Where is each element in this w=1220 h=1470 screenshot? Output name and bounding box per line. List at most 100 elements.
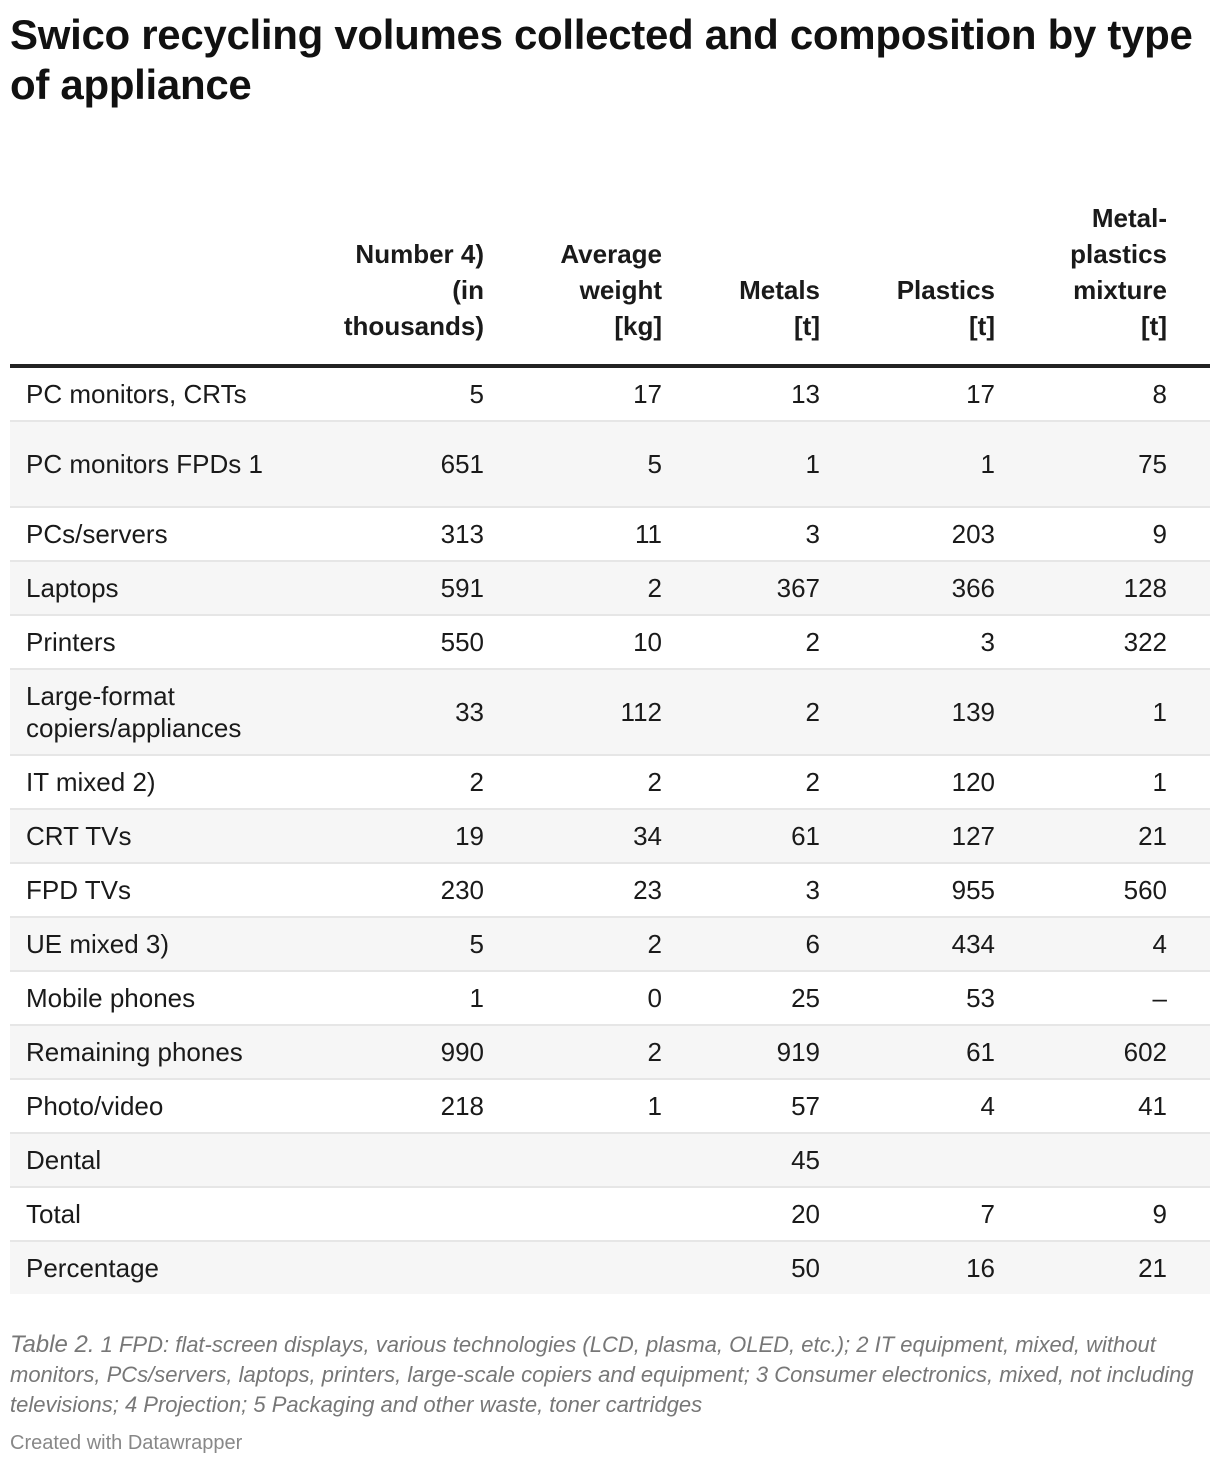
table-notes: Table 2. 1 FPD: flat-screen displays, va… [10,1330,1200,1420]
table-cell: 1 [662,421,820,508]
row-spacer [1167,755,1210,810]
credit-line: Created with Datawrapper [10,1432,243,1454]
chart-title: Swico recycling volumes collected and co… [10,11,1193,108]
table-cell: 550 [280,615,484,670]
table-row: IT mixed 2) 2 2 2 120 1 [10,755,1210,810]
row-label: Laptops [10,561,280,616]
table-cell [995,1133,1167,1188]
table-row: Percentage 50 16 21 [10,1241,1210,1294]
table-cell [280,1133,484,1188]
table-cell: 4 [995,917,1167,972]
table-cell: 322 [995,615,1167,670]
table-cell: 1 [484,1079,662,1134]
row-label: PC monitors, CRTs [10,366,280,422]
table-cell [280,1241,484,1294]
table-row: CRT TVs 19 34 61 127 21 [10,809,1210,864]
table-cell: 23 [484,863,662,918]
row-label: Remaining phones [10,1025,280,1080]
row-spacer [1167,507,1210,562]
row-spacer [1167,1025,1210,1080]
table-cell: 128 [995,561,1167,616]
table-cell: 990 [280,1025,484,1080]
row-spacer [1167,1187,1210,1242]
table-cell: 61 [662,809,820,864]
table-cell: 10 [484,615,662,670]
column-header-number: Number 4) (in thousands) [280,200,484,368]
table-cell: 17 [484,366,662,422]
table-row: UE mixed 3) 5 2 6 434 4 [10,917,1210,972]
table-cell [484,1187,662,1242]
table-cell: 11 [484,507,662,562]
column-header-label [10,200,280,368]
table-row: Printers 550 10 2 3 322 [10,615,1210,670]
table-cell: 1 [820,421,995,508]
row-spacer [1167,561,1210,616]
table-cell: 9 [995,507,1167,562]
row-label: Total [10,1187,280,1242]
table-cell: 5 [484,421,662,508]
row-label: FPD TVs [10,863,280,918]
row-label: UE mixed 3) [10,917,280,972]
header-row: Number 4) (in thousands) Average weight [kg]… [10,200,1210,368]
table-cell: 203 [820,507,995,562]
data-table: Number 4) (in thousands) Average weight [kg]… [10,200,1210,1294]
table-cell: 9 [995,1187,1167,1242]
table-cell: 139 [820,669,995,756]
notes-tag: Table 2. [10,1331,95,1358]
table-cell: 3 [820,615,995,670]
table-cell: 4 [820,1079,995,1134]
row-spacer [1167,809,1210,864]
table-cell: 2 [662,669,820,756]
column-header-metal-plastics-mixture: Metal-plastics mixture [t] [995,200,1167,368]
table-cell [484,1133,662,1188]
table-row: Laptops 591 2 367 366 128 [10,561,1210,616]
table-cell: 367 [662,561,820,616]
column-header-average-weight: Average weight [kg] [484,200,662,368]
table-row: PC monitors, CRTs 5 17 13 17 8 [10,366,1210,422]
table-cell: 57 [662,1079,820,1134]
table-cell [280,1187,484,1242]
table-cell: 2 [484,755,662,810]
table-cell: 2 [484,917,662,972]
table-cell: 2 [484,561,662,616]
table-cell: 6 [662,917,820,972]
table-cell [484,1241,662,1294]
row-label: Mobile phones [10,971,280,1026]
row-spacer [1167,669,1210,756]
table-cell: 560 [995,863,1167,918]
table-cell: 1 [995,755,1167,810]
table-cell: 41 [995,1079,1167,1134]
row-spacer [1167,421,1210,508]
row-spacer [1167,971,1210,1026]
table-cell: 16 [820,1241,995,1294]
table-cell: 2 [280,755,484,810]
table-cell: 25 [662,971,820,1026]
table-cell: 120 [820,755,995,810]
table-cell: 651 [280,421,484,508]
table-cell: 2 [484,1025,662,1080]
table-cell: 21 [995,809,1167,864]
table-row: Total 20 7 9 [10,1187,1210,1242]
row-label: PCs/servers [10,507,280,562]
chart-container: Swico recycling volumes collected and co… [10,0,1210,1454]
row-spacer [1167,366,1210,422]
table-cell: 230 [280,863,484,918]
table-cell: 955 [820,863,995,918]
table-cell [820,1133,995,1188]
table-cell: 591 [280,561,484,616]
table-cell: 13 [662,366,820,422]
table-cell: 3 [662,507,820,562]
row-label: PC monitors FPDs 1 [10,421,280,508]
table-cell: 602 [995,1025,1167,1080]
row-label: Dental [10,1133,280,1188]
table-cell: 0 [484,971,662,1026]
table-cell: 127 [820,809,995,864]
table-cell: 61 [820,1025,995,1080]
row-spacer [1167,863,1210,918]
table-row: Photo/video 218 1 57 4 41 [10,1079,1210,1134]
table-cell: 919 [662,1025,820,1080]
table-row: FPD TVs 230 23 3 955 560 [10,863,1210,918]
column-header-metals: Metals [t] [662,200,820,368]
row-label: Printers [10,615,280,670]
row-label: Percentage [10,1241,280,1294]
